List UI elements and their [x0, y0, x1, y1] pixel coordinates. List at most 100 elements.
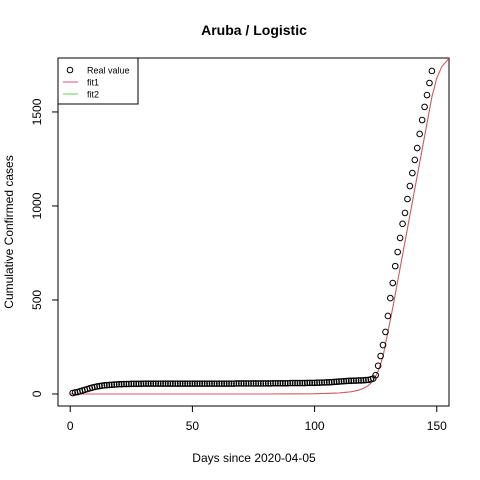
- data-point: [128, 380, 135, 388]
- data-point: [106, 381, 113, 389]
- data-point: [152, 380, 160, 387]
- chart-title: Aruba / Logistic: [201, 22, 307, 38]
- data-point: [382, 328, 389, 336]
- data-point: [291, 379, 299, 387]
- data-point: [132, 380, 140, 388]
- data-point: [255, 380, 262, 387]
- data-point: [193, 380, 201, 387]
- y-tick-label: 500: [30, 290, 44, 310]
- data-point: [387, 294, 394, 302]
- data-point: [286, 379, 294, 387]
- y-axis-label: Cumulative Confirmed cases: [2, 155, 16, 308]
- data-point: [426, 79, 433, 87]
- data-point: [125, 380, 133, 388]
- data-point: [384, 312, 392, 320]
- data-point: [262, 380, 270, 387]
- data-point: [147, 380, 155, 387]
- data-point: [113, 381, 120, 388]
- data-point: [296, 379, 304, 387]
- data-point: [213, 380, 221, 387]
- data-point: [245, 380, 252, 387]
- data-point: [181, 380, 189, 387]
- data-point: [333, 378, 340, 386]
- data-point: [257, 380, 265, 387]
- x-tick-label: 150: [427, 419, 447, 433]
- data-point: [389, 279, 397, 287]
- data-point: [318, 379, 326, 386]
- data-point: [406, 182, 414, 190]
- data-point: [347, 377, 355, 385]
- data-point: [240, 380, 248, 387]
- data-point: [323, 379, 331, 386]
- data-point: [269, 379, 277, 387]
- data-point: [274, 379, 282, 387]
- data-point: [413, 144, 421, 152]
- data-point: [404, 195, 411, 203]
- data-point: [379, 341, 387, 349]
- data-point: [228, 380, 235, 387]
- data-point: [321, 379, 328, 386]
- data-point: [211, 380, 218, 387]
- data-point: [338, 378, 345, 385]
- data-point: [233, 380, 240, 387]
- data-point: [169, 380, 177, 387]
- x-tick-label: 0: [67, 419, 74, 433]
- data-point: [184, 380, 191, 387]
- y-tick-label: 0: [30, 390, 44, 397]
- data-point: [108, 381, 116, 389]
- x-tick-label: 100: [305, 419, 325, 433]
- data-point: [325, 379, 333, 386]
- data-point: [120, 380, 128, 388]
- data-point: [150, 380, 157, 387]
- data-point: [159, 380, 167, 387]
- y-tick-label: 1500: [30, 98, 44, 125]
- data-point: [196, 380, 204, 387]
- data-point: [123, 380, 130, 388]
- data-point: [223, 380, 230, 387]
- data-point: [284, 379, 292, 387]
- data-point: [328, 378, 336, 386]
- data-point: [220, 380, 228, 387]
- data-point: [118, 380, 125, 388]
- data-point: [250, 380, 257, 387]
- data-point: [418, 116, 426, 124]
- plot-frame: [57, 57, 450, 407]
- data-point: [316, 379, 323, 386]
- data-point: [335, 378, 343, 385]
- data-point: [352, 377, 360, 384]
- data-point: [96, 382, 103, 390]
- data-point: [176, 380, 184, 387]
- data-point: [130, 380, 138, 388]
- data-point: [252, 380, 260, 387]
- data-point: [93, 383, 101, 390]
- data-point: [172, 380, 179, 387]
- data-point: [201, 380, 208, 387]
- legend-label: Real value: [87, 66, 130, 76]
- data-point: [135, 380, 142, 388]
- data-point: [208, 380, 216, 387]
- data-point: [360, 376, 367, 384]
- data-point: [272, 379, 279, 387]
- data-point: [357, 377, 365, 384]
- data-point: [154, 380, 162, 387]
- data-point: [140, 380, 147, 387]
- data-point: [230, 380, 238, 387]
- data-point: [162, 380, 169, 387]
- data-point: [362, 376, 370, 384]
- data-point: [411, 156, 419, 164]
- data-point: [428, 67, 436, 75]
- data-point: [289, 379, 296, 387]
- legend-label: fit2: [87, 90, 99, 100]
- legend-marker: [66, 66, 74, 74]
- data-point: [259, 380, 267, 387]
- data-point: [308, 379, 316, 387]
- fit-line: [70, 58, 449, 395]
- data-point: [69, 389, 76, 397]
- legend-box: [57, 57, 139, 105]
- data-point: [279, 379, 287, 387]
- data-point: [235, 380, 243, 387]
- data-point: [281, 379, 289, 387]
- data-point: [145, 380, 152, 387]
- data-point: [206, 380, 213, 387]
